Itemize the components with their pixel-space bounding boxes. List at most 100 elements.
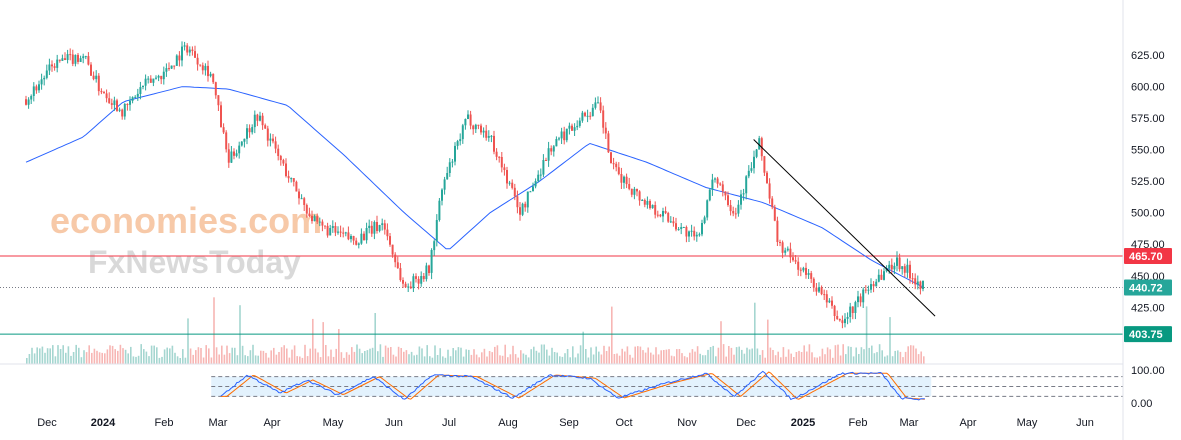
candle-body bbox=[58, 59, 61, 61]
volume-bar bbox=[403, 351, 405, 364]
candlestick bbox=[849, 302, 852, 323]
candlestick bbox=[269, 133, 272, 147]
candle-body bbox=[292, 178, 295, 182]
candle-body bbox=[628, 184, 631, 189]
volume-bar bbox=[907, 346, 909, 364]
candle-body bbox=[77, 54, 79, 62]
candlestick bbox=[565, 128, 568, 143]
candle-body bbox=[74, 54, 77, 64]
candle-body bbox=[230, 151, 233, 163]
volume-bar bbox=[416, 354, 418, 364]
candle-body bbox=[389, 236, 391, 245]
candle-body bbox=[721, 184, 724, 192]
candle-body bbox=[334, 226, 337, 233]
volume-bar bbox=[915, 348, 917, 364]
candle-body bbox=[667, 213, 670, 222]
volume-bar bbox=[725, 356, 727, 364]
candle-body bbox=[693, 230, 696, 237]
price-tick-label: 625.00 bbox=[1131, 50, 1165, 62]
candle-body bbox=[672, 221, 675, 224]
candlestick bbox=[719, 182, 722, 186]
volume-bar bbox=[374, 313, 376, 364]
candlestick bbox=[810, 270, 813, 283]
candle-body bbox=[763, 156, 766, 173]
candle-body bbox=[714, 178, 716, 180]
candle-body bbox=[916, 281, 919, 285]
candle-body bbox=[381, 223, 384, 225]
volume-bar bbox=[644, 352, 647, 364]
candle-body bbox=[121, 109, 124, 117]
candlestick bbox=[776, 216, 779, 246]
candle-body bbox=[620, 174, 623, 183]
volume-bar bbox=[712, 345, 714, 364]
candlestick bbox=[763, 155, 766, 176]
candlestick bbox=[329, 224, 332, 236]
oscillator-axis: 100.00 0.00 bbox=[1131, 365, 1165, 410]
volume-bar bbox=[275, 354, 278, 364]
candle-body bbox=[155, 77, 157, 79]
volume-bar bbox=[850, 346, 852, 364]
resistance-price-tag: 465.70 bbox=[1124, 248, 1172, 264]
volume-bar bbox=[860, 347, 863, 364]
candle-body bbox=[428, 265, 430, 273]
volume-bar bbox=[59, 349, 62, 364]
volume-bar bbox=[28, 354, 31, 364]
candlestick bbox=[682, 226, 685, 228]
volume-bar bbox=[733, 354, 735, 364]
candle-body bbox=[526, 191, 529, 208]
candle-body bbox=[441, 189, 443, 201]
candlestick bbox=[493, 130, 495, 155]
volume-bar bbox=[746, 347, 748, 364]
candlestick bbox=[144, 74, 147, 91]
candlestick bbox=[815, 283, 818, 296]
price-axis: 625.00600.00575.00550.00525.00500.00475.… bbox=[1131, 50, 1165, 314]
candle-body bbox=[178, 55, 181, 61]
candle-body bbox=[139, 87, 142, 94]
candlestick bbox=[56, 54, 59, 73]
volume-bar bbox=[163, 349, 166, 364]
candle-body bbox=[469, 114, 472, 126]
candle-body bbox=[152, 78, 155, 83]
volume-bar bbox=[390, 347, 392, 364]
candle-body bbox=[27, 99, 30, 105]
candle-body bbox=[201, 65, 204, 71]
candlestick bbox=[334, 222, 337, 237]
candlestick bbox=[381, 218, 384, 231]
volume-bar bbox=[785, 356, 787, 364]
candlestick bbox=[623, 175, 625, 189]
volume-bar bbox=[408, 354, 410, 364]
volume-bar bbox=[699, 353, 701, 364]
candle-body bbox=[480, 125, 482, 133]
volume-bar bbox=[148, 356, 150, 364]
volume-bar bbox=[798, 350, 800, 364]
candle-body bbox=[196, 57, 199, 65]
candle-body bbox=[51, 64, 53, 67]
volume-bar bbox=[670, 355, 673, 364]
candlestick bbox=[685, 225, 688, 243]
volume-bar bbox=[260, 350, 262, 364]
candlestick bbox=[443, 176, 446, 195]
volume-bar bbox=[322, 322, 324, 364]
watermark: economies.com FxNewsToday bbox=[50, 200, 322, 280]
candlestick bbox=[386, 223, 389, 241]
candlestick bbox=[430, 248, 433, 280]
candlestick bbox=[485, 124, 488, 141]
candle-body bbox=[103, 92, 105, 94]
volume-bar bbox=[241, 345, 244, 364]
volume-bar bbox=[304, 344, 306, 364]
volume-bar bbox=[894, 350, 896, 364]
candle-body bbox=[617, 167, 620, 175]
candle-body bbox=[363, 233, 365, 241]
price-levels bbox=[0, 255, 1123, 335]
candle-body bbox=[454, 145, 456, 162]
candle-body bbox=[233, 151, 235, 156]
volume-bar bbox=[189, 348, 192, 364]
candlestick bbox=[724, 191, 727, 201]
volume-bar bbox=[319, 357, 322, 364]
candle-body bbox=[534, 181, 537, 187]
candle-body bbox=[170, 65, 173, 69]
candlestick bbox=[331, 220, 334, 233]
volume-bar bbox=[660, 350, 662, 364]
